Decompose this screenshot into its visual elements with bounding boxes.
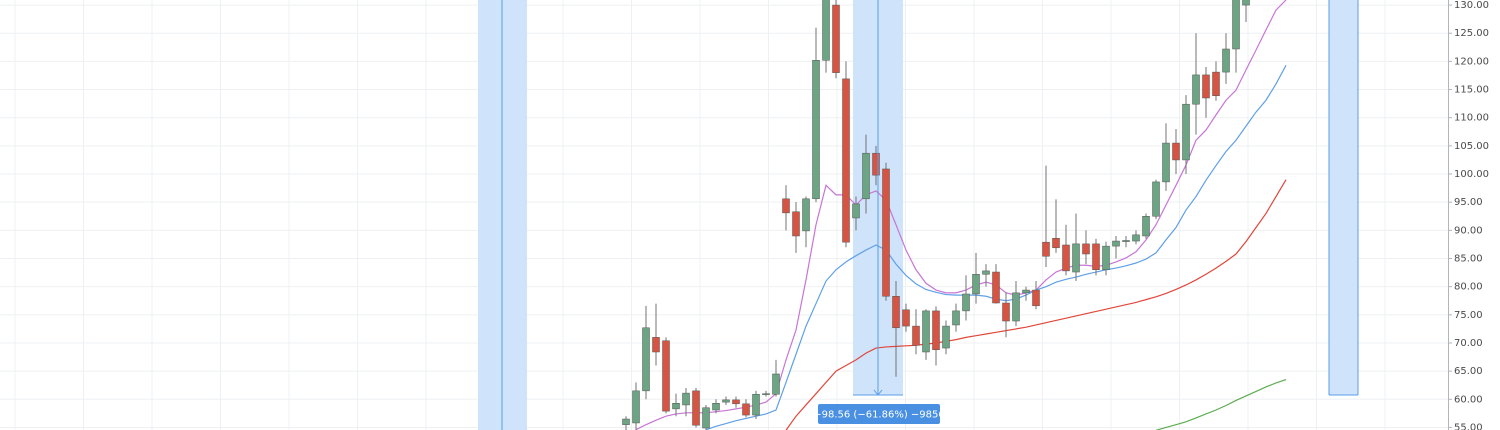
- candle-body: [912, 325, 920, 346]
- candle-body: [882, 168, 890, 297]
- moving-average: [635, 0, 1287, 430]
- candle-body: [822, 0, 830, 61]
- y-tick-label: 70.00: [1454, 338, 1483, 349]
- y-tick-label: 80.00: [1454, 282, 1483, 293]
- candle-body: [642, 327, 650, 392]
- band: [1329, 0, 1358, 395]
- candle-body: [842, 78, 850, 243]
- y-tick-label: 125.00: [1454, 28, 1489, 39]
- candle-body: [1212, 71, 1220, 96]
- y-tick-label: 130.00: [1454, 0, 1489, 11]
- candle-body: [732, 399, 740, 405]
- candle-body: [942, 325, 950, 349]
- y-tick-label: 105.00: [1454, 141, 1489, 152]
- candle-body: [932, 310, 940, 350]
- y-tick-label: 95.00: [1454, 197, 1483, 208]
- moving-average: [785, 179, 1287, 430]
- candle-body: [712, 402, 720, 411]
- candle-body: [752, 393, 760, 416]
- candle-body: [672, 402, 680, 410]
- measure: −98.56 (−61.86%) −9856: [813, 0, 945, 424]
- candle-body: [632, 390, 640, 424]
- candle-body: [792, 211, 800, 237]
- candle-body: [962, 293, 970, 312]
- measure-label: −98.56 (−61.86%) −9856: [813, 410, 945, 421]
- candle-body: [1232, 0, 1240, 50]
- candle-body: [1072, 243, 1080, 273]
- candle-body: [902, 309, 910, 327]
- candle-body: [1092, 243, 1100, 271]
- y-axis: 130.00 125.00 120.00 115.00 110.00 105.00 100.…: [1448, 0, 1489, 430]
- y-tick-label: 100.00: [1454, 169, 1489, 180]
- candle-body: [1182, 103, 1190, 161]
- y-tick-label: 90.00: [1454, 225, 1483, 236]
- candle-body: [1132, 234, 1140, 242]
- candle-body: [1152, 181, 1160, 217]
- candle-body: [1242, 0, 1250, 6]
- candle-body: [922, 310, 930, 353]
- candle-body: [1222, 48, 1230, 73]
- candle-body: [1112, 240, 1120, 247]
- y-tick-label: 65.00: [1454, 366, 1483, 377]
- candle-body: [832, 4, 840, 73]
- plot: [622, 0, 1287, 430]
- candle-body: [952, 310, 960, 326]
- candle-body: [1082, 243, 1090, 255]
- candle-body: [1052, 237, 1060, 249]
- y-tick-label: 60.00: [1454, 394, 1483, 405]
- candle-body: [1062, 244, 1070, 272]
- moving-average: [705, 65, 1287, 430]
- candle-body: [1012, 292, 1020, 322]
- candle-body: [892, 295, 900, 329]
- candle-body: [622, 418, 630, 425]
- candle-body: [1172, 142, 1180, 161]
- y-tick-label: 120.00: [1454, 56, 1489, 67]
- candle-body: [652, 337, 660, 353]
- y-tick-label: 85.00: [1454, 254, 1483, 265]
- candle-body: [1022, 289, 1030, 294]
- candle-body: [1192, 74, 1200, 105]
- candle-body: [682, 392, 690, 406]
- candle-body: [782, 198, 790, 214]
- candle-body: [1102, 245, 1110, 271]
- candle-body: [812, 60, 820, 200]
- candle-body: [1032, 289, 1040, 307]
- candle-body: [1162, 142, 1170, 183]
- measure-arrow: [873, 389, 883, 396]
- measure-label-box: [818, 404, 940, 424]
- y-tick-label: 75.00: [1454, 310, 1483, 321]
- candle-body: [972, 274, 980, 295]
- y-tick-label: 55.00: [1454, 422, 1483, 430]
- candle-body: [762, 393, 770, 395]
- highlight-bands: [478, 0, 1359, 430]
- candle-body: [1142, 216, 1150, 237]
- horizontal-grid: [0, 4, 1448, 428]
- vertical-grid: [14, 0, 1386, 430]
- candle-body: [862, 152, 870, 200]
- candle-body: [1122, 240, 1130, 242]
- candle-body: [852, 203, 860, 219]
- candle-body: [1202, 74, 1210, 99]
- candle-body: [662, 340, 670, 412]
- candle-body: [1042, 241, 1050, 257]
- candle-body: [992, 271, 1000, 304]
- candle-body: [872, 152, 880, 176]
- y-tick-label: 115.00: [1454, 85, 1489, 96]
- moving-average: [1155, 379, 1287, 430]
- candle-body: [982, 270, 990, 275]
- candle-body: [772, 373, 780, 395]
- candle-body: [692, 390, 700, 426]
- candle-body: [742, 403, 750, 416]
- y-tick-label: 110.00: [1454, 113, 1489, 124]
- candle-body: [1002, 302, 1010, 322]
- candle-body: [802, 198, 810, 232]
- candle-body: [722, 399, 730, 403]
- candle-body: [702, 407, 710, 429]
